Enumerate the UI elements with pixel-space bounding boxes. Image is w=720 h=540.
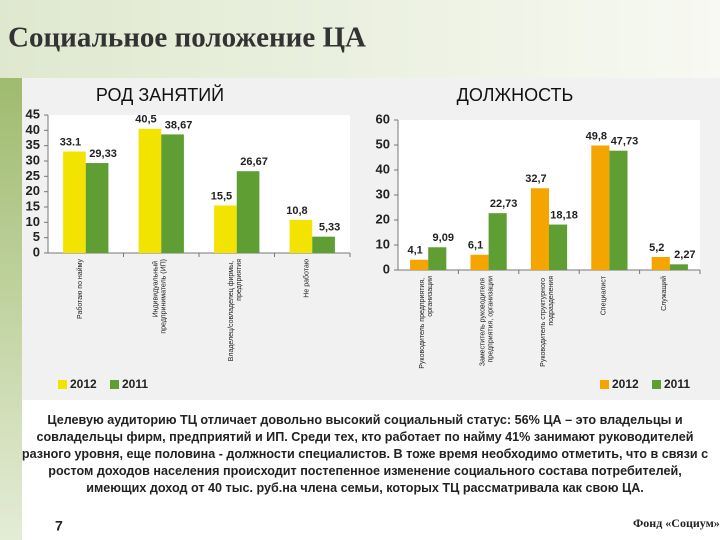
x-tick-label: Работаю по найму	[76, 259, 84, 319]
value-label: 40,5	[135, 114, 156, 126]
y-tick-label: 20	[26, 183, 40, 198]
chart-title: РОД ЗАНЯТИЙ	[96, 84, 224, 105]
value-label: 6,1	[468, 240, 483, 252]
value-label: 32,7	[525, 173, 546, 185]
value-label: 15,5	[211, 190, 232, 202]
value-label: 5,33	[319, 222, 340, 234]
x-tick-label: Руководитель структурного подразделения	[540, 276, 555, 367]
legend-swatch	[600, 380, 609, 389]
value-label: 4,1	[407, 245, 422, 257]
bar	[428, 247, 447, 270]
y-tick-label: 25	[26, 168, 40, 183]
value-label: 49,8	[586, 130, 607, 142]
bar	[530, 188, 549, 270]
bar	[312, 236, 335, 253]
bar	[470, 254, 489, 270]
y-tick-label: 30	[26, 152, 40, 167]
legend-swatch	[110, 380, 119, 389]
page-number: 7	[55, 518, 63, 534]
value-label: 29,33	[89, 148, 117, 160]
x-tick-label: Индивидуальный предприниматель (ИП)	[151, 259, 167, 334]
bar	[161, 134, 184, 253]
y-tick-label: 15	[26, 198, 40, 213]
bar	[669, 264, 688, 270]
value-label: 2,27	[674, 249, 695, 261]
bar	[63, 151, 86, 253]
value-label: 5,2	[649, 242, 664, 254]
bar	[488, 213, 507, 270]
x-tick-label: Заместитель руководителя предприятия, ор…	[479, 276, 494, 366]
value-label: 22,73	[490, 198, 518, 210]
bar	[591, 145, 610, 270]
x-tick-label: Специалист	[600, 275, 607, 315]
legend-label: 2012	[70, 377, 97, 391]
legend-swatch	[58, 380, 67, 389]
y-tick-label: 0	[383, 261, 390, 276]
value-label: 10,8	[286, 205, 307, 217]
bar	[410, 259, 429, 270]
y-tick-label: 40	[376, 161, 390, 176]
legend-swatch	[652, 380, 661, 389]
y-tick-label: 45	[26, 106, 40, 121]
legend-label: 2011	[664, 377, 690, 391]
x-tick-label: Владелец/совладелец фирмы, предприятия	[228, 259, 243, 362]
legend-label: 2012	[612, 377, 639, 391]
y-tick-label: 20	[376, 211, 390, 226]
body-text: Целевую аудиторию ТЦ отличает довольно в…	[21, 413, 709, 495]
y-tick-label: 10	[26, 214, 40, 229]
bar	[236, 171, 260, 253]
y-tick-label: 30	[376, 186, 390, 201]
value-label: 18,18	[550, 209, 578, 221]
bar	[289, 219, 313, 253]
y-tick-label: 60	[376, 111, 390, 126]
value-label: 47,73	[611, 136, 639, 148]
x-tick-label: Служащий	[660, 276, 668, 311]
y-tick-label: 35	[26, 137, 40, 152]
bar	[609, 150, 628, 270]
bar	[214, 205, 237, 253]
x-tick-label: Не работаю	[302, 259, 310, 298]
chart-title: ДОЛЖНОСТЬ	[457, 85, 574, 105]
side-strip	[0, 78, 22, 540]
y-tick-label: 50	[376, 136, 390, 151]
y-tick-label: 5	[33, 229, 40, 244]
bar	[651, 257, 670, 270]
legend-label: 2011	[122, 377, 148, 391]
bar	[138, 128, 162, 253]
header-band	[0, 0, 720, 78]
x-tick-label: Руководитель предприятия, организации	[419, 276, 434, 369]
value-label: 9,09	[433, 232, 454, 244]
value-label: 26,67	[240, 156, 268, 168]
slide-title: Социальное положение ЦА	[8, 22, 366, 54]
value-label: 33.1	[60, 136, 81, 148]
y-tick-label: 10	[376, 236, 390, 251]
bar	[85, 163, 109, 253]
footer: Фонд «Социум»	[633, 516, 720, 530]
bar	[549, 224, 568, 270]
y-tick-label: 0	[33, 244, 40, 259]
value-label: 38,67	[165, 119, 193, 131]
y-tick-label: 40	[26, 122, 40, 137]
